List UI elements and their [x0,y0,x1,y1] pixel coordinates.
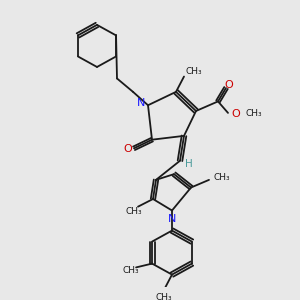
Text: O: O [225,80,233,90]
Text: N: N [137,98,145,108]
Text: CH₃: CH₃ [123,266,140,275]
Text: CH₃: CH₃ [186,67,202,76]
Text: CH₃: CH₃ [156,293,172,300]
Text: N: N [168,214,176,224]
Text: O: O [124,144,132,154]
Text: CH₃: CH₃ [245,110,262,118]
Text: CH₃: CH₃ [126,207,142,216]
Text: O: O [231,109,240,119]
Text: CH₃: CH₃ [214,172,231,182]
Text: H: H [185,159,193,169]
